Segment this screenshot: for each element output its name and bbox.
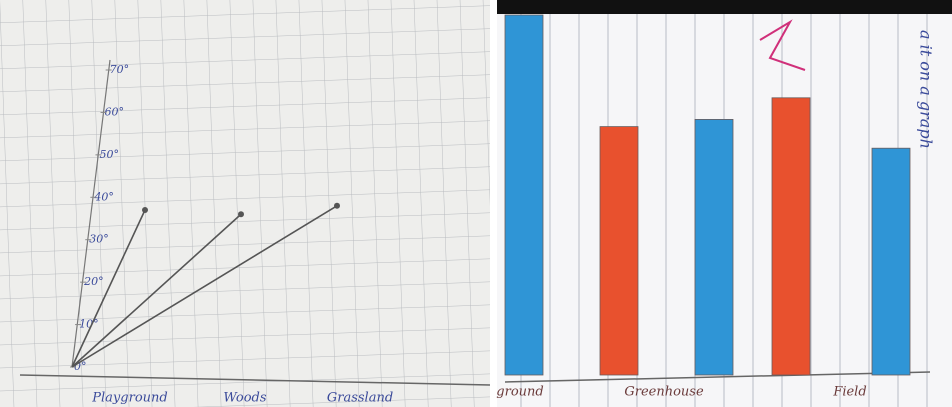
x-tick-label: Playground xyxy=(91,391,167,406)
point xyxy=(238,211,244,217)
graph-paper xyxy=(0,0,490,407)
bar xyxy=(600,127,638,375)
y-tick-label: 10° xyxy=(79,318,99,331)
bar xyxy=(695,119,733,375)
y-tick-label: 30° xyxy=(89,233,109,246)
point xyxy=(142,207,148,213)
y-tick-label: 40° xyxy=(93,190,114,203)
x-tick-label: Grassland xyxy=(327,391,393,406)
x-tick-label: Field xyxy=(832,385,866,400)
x-tick-label: Woods xyxy=(223,391,266,406)
bar xyxy=(772,98,810,375)
y-tick-label: 60° xyxy=(105,105,125,118)
x-tick-label: ground xyxy=(496,385,543,400)
photo-collage: 0°10°20°30°40°50°60°70°PlaygroundWoodsGr… xyxy=(0,0,952,407)
y-tick-label: 70° xyxy=(110,63,130,76)
photo-edge xyxy=(497,0,952,14)
divider xyxy=(490,0,497,407)
point xyxy=(334,203,340,209)
y-tick-label: 20° xyxy=(83,275,104,288)
x-tick-label: Greenhouse xyxy=(624,385,704,400)
y-tick-label: 50° xyxy=(99,148,119,161)
bar xyxy=(872,148,910,375)
annotation: a it on a graph xyxy=(917,30,936,149)
bar xyxy=(505,15,543,375)
